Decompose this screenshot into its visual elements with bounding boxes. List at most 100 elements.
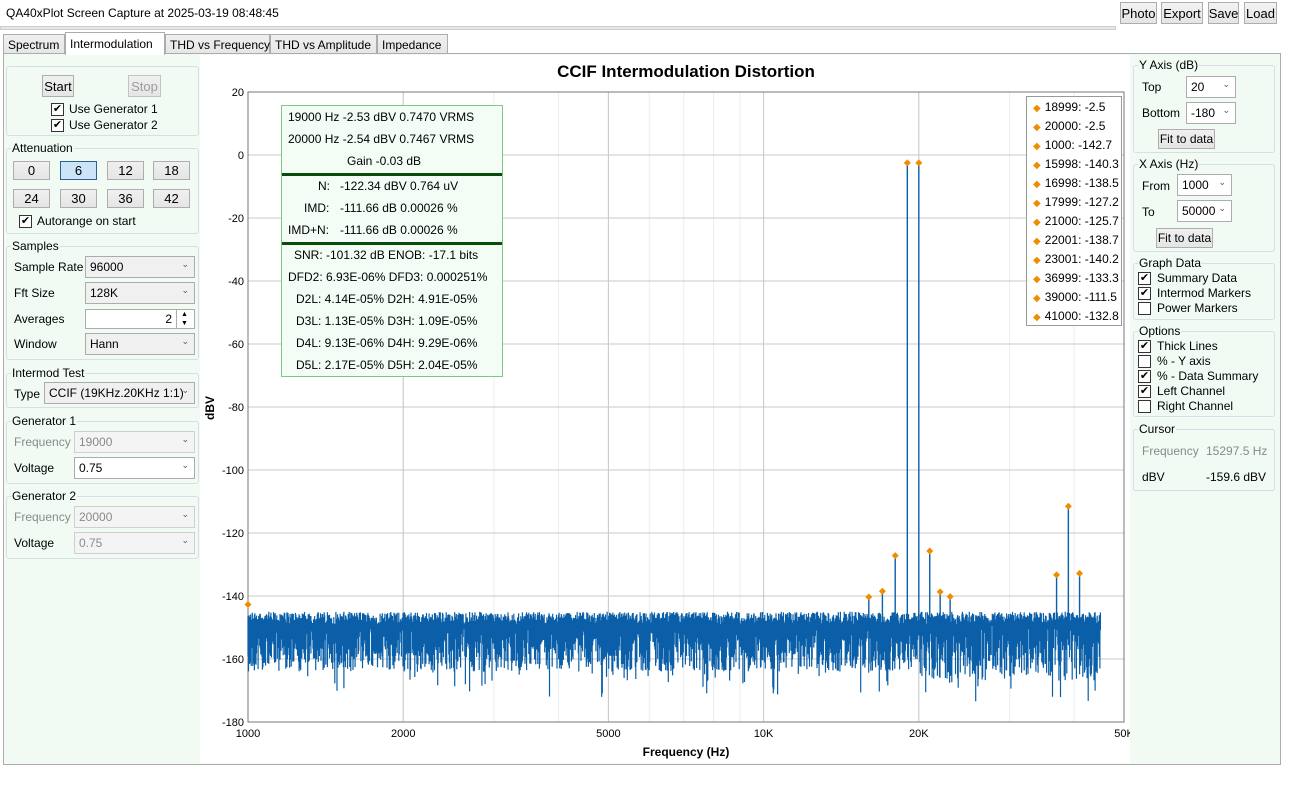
attenuation-18-button[interactable]: 18 <box>153 161 190 180</box>
chevron-down-icon: ⌄ <box>181 434 189 444</box>
use-generator-1-checkbox[interactable]: ✔ <box>51 103 64 116</box>
attenuation-6-button[interactable]: 6 <box>60 161 97 180</box>
export-button[interactable]: Export <box>1161 2 1203 24</box>
summary-dfd: DFD2: 6.93E-06% DFD3: 0.000251% <box>288 270 488 284</box>
gen2-frequency-label: Frequency <box>14 510 71 524</box>
left-channel-checkbox[interactable]: ✔ <box>1138 385 1151 398</box>
run-group <box>6 66 199 136</box>
samples-group <box>6 246 199 360</box>
photo-button[interactable]: Photo <box>1120 2 1157 24</box>
use-generator-2-label: Use Generator 2 <box>69 118 158 132</box>
x-from-select[interactable]: 1000 ⌄ <box>1177 174 1232 196</box>
summary-n-label: N: <box>318 179 330 193</box>
chart-title: CCIF Intermodulation Distortion <box>557 62 815 81</box>
save-button[interactable]: Save <box>1208 2 1239 24</box>
summary-gain: Gain -0.03 dB <box>347 154 422 168</box>
tab-impedance[interactable]: Impedance <box>377 34 448 54</box>
intermod-markers-checkbox[interactable]: ✔ <box>1138 287 1151 300</box>
intermod-marker <box>915 159 923 167</box>
attenuation-12-button[interactable]: 12 <box>107 161 144 180</box>
y-tick-label: -100 <box>222 465 244 477</box>
power-markers-checkbox[interactable] <box>1138 302 1151 315</box>
diamond-icon: ◆ <box>1033 217 1041 228</box>
chevron-down-icon: ⌄ <box>181 385 189 395</box>
gen1-voltage-label: Voltage <box>14 461 55 475</box>
x-to-select[interactable]: 50000 ⌄ <box>1177 200 1232 222</box>
percent-y-axis-checkbox[interactable] <box>1138 355 1151 368</box>
summary-snr: SNR: -101.32 dB ENOB: -17.1 bits <box>294 248 479 262</box>
y-tick-label: -20 <box>228 213 244 225</box>
x-fit-to-data-button[interactable]: Fit to data <box>1156 228 1213 248</box>
x-tick-label: 2000 <box>391 728 415 740</box>
tab-thd-vs-frequency[interactable]: THD vs Frequency <box>165 34 270 54</box>
intermod-marker <box>1053 571 1061 579</box>
chevron-down-icon: ⌄ <box>181 336 189 346</box>
progress-bar <box>0 26 1116 30</box>
use-generator-2-checkbox[interactable]: ✔ <box>51 119 64 132</box>
start-button[interactable]: Start <box>42 75 74 97</box>
legend-item: ◆ 21000: -125.7 <box>1033 214 1119 228</box>
window-title: QA40xPlot Screen Capture at 2025-03-19 0… <box>6 6 279 20</box>
generator-1-group <box>6 421 199 484</box>
x-tick-label: 5000 <box>596 728 620 740</box>
right-channel-checkbox[interactable] <box>1138 400 1151 413</box>
autorange-label: Autorange on start <box>37 214 136 228</box>
tab-spectrum[interactable]: Spectrum <box>3 34 65 54</box>
attenuation-36-button[interactable]: 36 <box>107 189 144 208</box>
tab-intermodulation[interactable]: Intermodulation <box>65 32 165 55</box>
y-axis-panel-label: Y Axis (dB) <box>1138 58 1200 72</box>
gen1-frequency-select[interactable]: 19000 ⌄ <box>74 431 195 453</box>
imd-chart[interactable]: CCIF Intermodulation Distortion 1000 2000… <box>200 55 1130 763</box>
diamond-icon: ◆ <box>1033 312 1041 323</box>
load-button[interactable]: Load <box>1244 2 1277 24</box>
autorange-checkbox[interactable]: ✔ <box>19 215 32 228</box>
legend-item: ◆ 23001: -140.2 <box>1033 252 1119 266</box>
options-label: Options <box>1138 324 1182 338</box>
y-axis-label: dBV <box>203 396 217 420</box>
attenuation-24-button[interactable]: 24 <box>13 189 50 208</box>
samples-label: Samples <box>11 239 60 253</box>
y-tick-label: -180 <box>222 717 244 729</box>
summary-divider <box>282 242 502 245</box>
attenuation-0-button[interactable]: 0 <box>13 161 50 180</box>
y-fit-to-data-button[interactable]: Fit to data <box>1158 129 1215 149</box>
intermod-markers-label: Intermod Markers <box>1157 286 1252 300</box>
y-tick-label: 20 <box>232 87 244 99</box>
y-bottom-select[interactable]: -180 ⌄ <box>1186 102 1236 124</box>
fft-size-label: Fft Size <box>14 286 55 300</box>
attenuation-30-button[interactable]: 30 <box>60 189 97 208</box>
sample-rate-select[interactable]: 96000 ⌄ <box>85 256 195 278</box>
summary-data-checkbox[interactable]: ✔ <box>1138 272 1151 285</box>
window-select[interactable]: Hann ⌄ <box>85 333 195 355</box>
intermod-group <box>6 373 199 408</box>
attenuation-42-button[interactable]: 42 <box>153 189 190 208</box>
fft-size-select[interactable]: 128K ⌄ <box>85 282 195 304</box>
summary-data-label: Summary Data <box>1157 271 1238 285</box>
gen1-voltage-select[interactable]: 0.75 ⌄ <box>74 457 195 479</box>
legend-item: ◆ 22001: -138.7 <box>1033 233 1119 247</box>
summary-d5: D5L: 2.17E-05% D5H: 2.04E-05% <box>296 358 478 372</box>
generator-1-label: Generator 1 <box>11 414 78 428</box>
summary-d3: D3L: 1.13E-05% D3H: 1.09E-05% <box>296 314 478 328</box>
gen2-voltage-select[interactable]: 0.75 ⌄ <box>74 532 195 554</box>
diamond-icon: ◆ <box>1033 103 1041 114</box>
x-from-label: From <box>1142 179 1170 193</box>
attenuation-label: Attenuation <box>11 141 74 155</box>
thick-lines-checkbox[interactable]: ✔ <box>1138 340 1151 353</box>
y-tick-label: -140 <box>222 591 244 603</box>
stop-button[interactable]: Stop <box>128 75 161 97</box>
legend-item: ◆ 15998: -140.3 <box>1033 157 1119 171</box>
window-label: Window <box>14 337 57 351</box>
y-top-select[interactable]: 20 ⌄ <box>1186 76 1236 98</box>
legend-item: ◆ 17999: -127.2 <box>1033 195 1119 209</box>
averages-input[interactable]: 2 ▲ ▼ <box>85 309 195 329</box>
gen2-frequency-select[interactable]: 20000 ⌄ <box>74 506 195 528</box>
percent-data-summary-checkbox[interactable]: ✔ <box>1138 370 1151 383</box>
intermod-type-select[interactable]: CCIF (19KHz.20KHz 1:1) ⌄ <box>44 382 195 404</box>
diamond-icon: ◆ <box>1033 122 1041 133</box>
spin-arrows-icon[interactable]: ▲ ▼ <box>176 310 192 328</box>
tab-thd-vs-amplitude[interactable]: THD vs Amplitude <box>270 34 377 54</box>
legend-item: ◆ 16998: -138.5 <box>1033 176 1119 190</box>
noise-floor-trace <box>247 611 1101 702</box>
percent-y-axis-label: % - Y axis <box>1157 354 1211 368</box>
